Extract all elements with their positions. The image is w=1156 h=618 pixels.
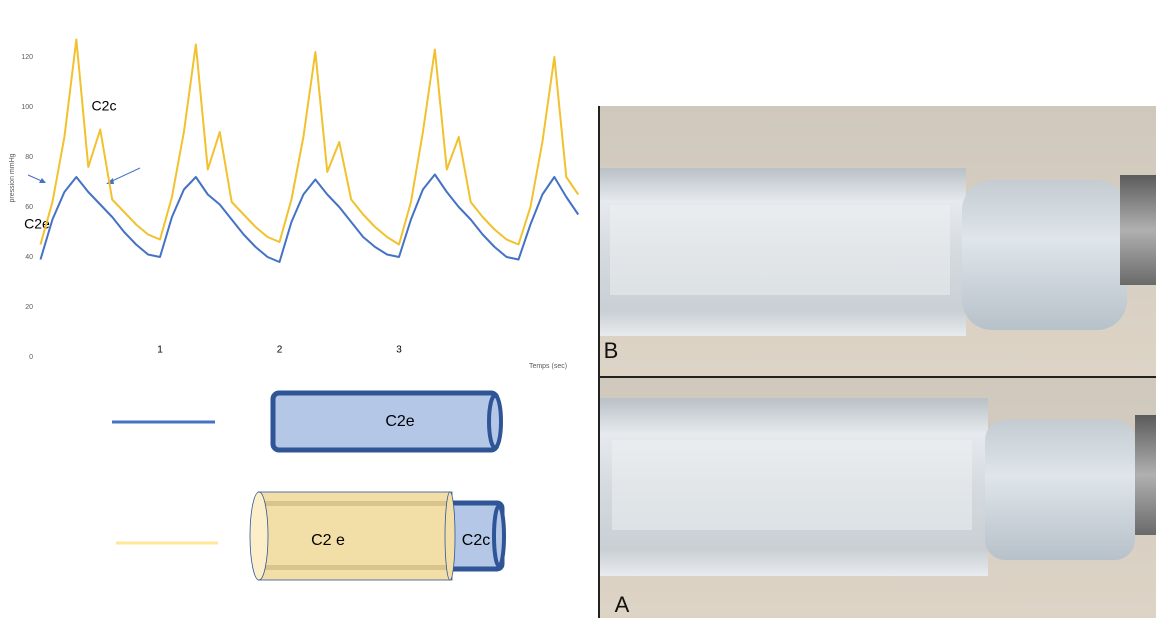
y-axis-label: pression mmHg	[9, 153, 16, 202]
x-tick-label: 2	[277, 345, 283, 356]
y-tick-label: 40	[25, 254, 33, 261]
annotation: C2c	[92, 98, 117, 114]
tube-end	[492, 504, 506, 568]
frost	[612, 440, 972, 530]
x-tick-label: 3	[396, 345, 402, 356]
annotation: C2e	[24, 216, 50, 232]
arrow	[109, 167, 141, 183]
separator	[600, 376, 1156, 378]
pressure-chart: pression mmHg Temps (sec) C2c C2e 0 20 40 6…	[9, 38, 580, 370]
stripe	[262, 565, 452, 570]
legend-diagram: C2e C2 e C2c	[112, 390, 506, 581]
frost	[610, 205, 950, 295]
y-tick-label: 20	[25, 304, 33, 311]
y-tick-label: 0	[29, 354, 33, 361]
metal-fitting	[1135, 415, 1156, 535]
connector	[962, 180, 1127, 330]
arrowhead	[39, 178, 46, 183]
x-tick-label: 1	[157, 345, 163, 356]
photo-label: A	[615, 592, 630, 617]
frame	[598, 106, 600, 618]
tube-label: C2e	[385, 413, 414, 430]
metal-fitting	[1120, 175, 1156, 285]
tube-end	[249, 491, 269, 581]
tube-end	[444, 491, 456, 581]
connector	[985, 420, 1135, 560]
photos: B A	[598, 106, 1156, 618]
photo-label: B	[604, 338, 619, 363]
y-tick-label: 60	[25, 204, 33, 211]
tube-label: C2 e	[311, 532, 345, 549]
series-line	[39, 173, 580, 263]
stripe	[262, 501, 452, 506]
series-line	[39, 38, 580, 246]
tube-label: C2c	[462, 532, 490, 549]
y-tick-label: 80	[25, 154, 33, 161]
y-tick-label: 100	[21, 104, 33, 111]
y-tick-label: 120	[21, 54, 33, 61]
x-axis-label: Temps (sec)	[529, 363, 567, 370]
tube-end	[487, 393, 503, 450]
